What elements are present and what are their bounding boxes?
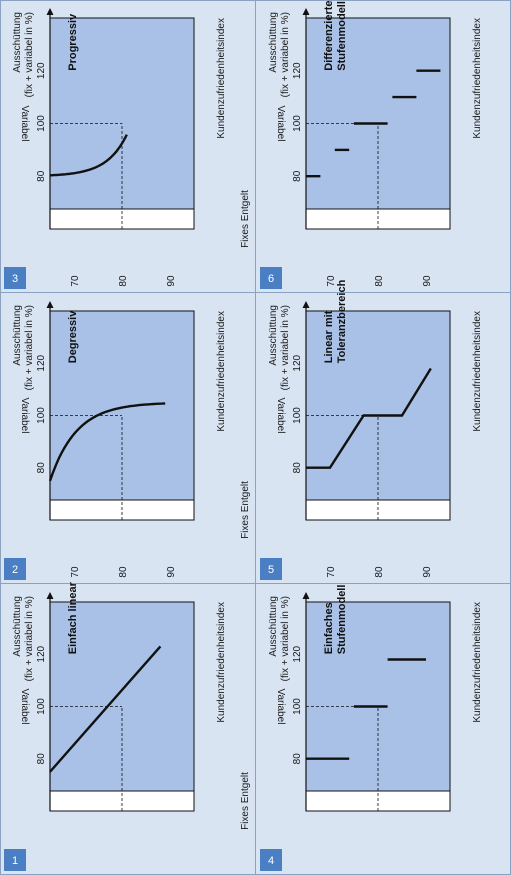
panel-1: Einfach linear80100120VariabelFixes Entg… bbox=[4, 566, 227, 871]
payout-axis-title: Ausschüttung bbox=[12, 305, 23, 366]
panel-2: Degressiv80100120VariabelFixes EntgeltAu… bbox=[4, 275, 227, 580]
index-tick-label: 70 bbox=[70, 566, 81, 578]
payout-axis-title: Ausschüttung bbox=[268, 12, 279, 73]
value-axis-arrow bbox=[302, 592, 310, 599]
panel-title: Einfaches bbox=[323, 602, 335, 654]
panel-number-box bbox=[4, 849, 26, 871]
variable-label: Variabel bbox=[19, 398, 30, 434]
value-axis-arrow bbox=[46, 301, 54, 308]
panel-5: Linear mit Toleranzbereich 80 100 120 Variabe… bbox=[240, 275, 483, 580]
index-axis-title: Kundenzufriedenheitsindex bbox=[216, 18, 227, 139]
panel-number-box bbox=[260, 849, 282, 871]
payout-axis-subtitle: (fix + variabel in %) bbox=[24, 596, 35, 681]
payout-curve bbox=[49, 645, 162, 773]
panel-number: 3 bbox=[12, 273, 18, 285]
variable-label: Variabel bbox=[19, 689, 30, 725]
panel-title: Toleranzbereich bbox=[336, 279, 348, 363]
value-tick-label: 100 bbox=[36, 407, 47, 424]
payout-axis-subtitle: (fix + variabel in %) bbox=[24, 12, 35, 97]
payout-axis-subtitle: (fix + variabel in %) bbox=[280, 305, 291, 390]
value-tick-label: 120 bbox=[36, 645, 47, 662]
value-tick-label: 80 bbox=[292, 462, 303, 474]
variable-label: Variabel bbox=[275, 106, 286, 142]
payout-axis-title: Ausschüttung bbox=[268, 305, 279, 366]
panel-number: 2 bbox=[12, 564, 18, 576]
panel-3: Progressiv80100120VariabelFixes EntgeltA… bbox=[4, 8, 227, 289]
payout-curve bbox=[306, 367, 432, 469]
value-tick-label: 100 bbox=[292, 115, 303, 132]
value-tick-label: 80 bbox=[36, 170, 47, 182]
panel-title: Differenziertes bbox=[323, 0, 335, 71]
payout-curve bbox=[50, 134, 128, 177]
value-axis-arrow bbox=[302, 301, 310, 308]
value-tick-label: 80 bbox=[36, 462, 47, 474]
index-tick-label: 90 bbox=[166, 566, 177, 578]
index-tick-label: 70 bbox=[326, 566, 337, 578]
panel-number-box bbox=[4, 267, 26, 289]
index-tick-label: 80 bbox=[374, 275, 385, 287]
value-tick-label: 120 bbox=[36, 62, 47, 79]
panel-number: 4 bbox=[268, 855, 274, 867]
value-tick-label: 120 bbox=[292, 62, 303, 79]
value-axis-arrow bbox=[46, 8, 54, 15]
fixed-pay-label: Fixes Entgelt bbox=[240, 772, 251, 830]
panel-number-box bbox=[260, 267, 282, 289]
value-tick-label: 80 bbox=[292, 753, 303, 765]
value-tick-label: 120 bbox=[292, 645, 303, 662]
index-tick-label: 80 bbox=[118, 566, 129, 578]
payout-axis-title: Ausschüttung bbox=[12, 12, 23, 73]
index-axis-title: Kundenzufriedenheitsindex bbox=[472, 18, 483, 139]
payout-axis-title: Ausschüttung bbox=[12, 596, 23, 657]
panel-title: Degressiv bbox=[67, 310, 79, 363]
panel-6: Differenziertes Stufenmodell 80 100 120 Varia… bbox=[240, 0, 483, 289]
payout-curve bbox=[48, 402, 166, 482]
fixed-pay-label: Fixes Entgelt bbox=[240, 481, 251, 539]
variable-label: Variabel bbox=[275, 689, 286, 725]
panel-title: Linear mit bbox=[323, 310, 335, 363]
fixed-pay-label: Fixes Entgelt bbox=[240, 190, 251, 248]
index-tick-label: 70 bbox=[326, 275, 337, 287]
panel-title: Stufenmodell bbox=[336, 1, 348, 71]
value-tick-label: 120 bbox=[292, 354, 303, 371]
value-tick-label: 100 bbox=[292, 407, 303, 424]
panel-number-box bbox=[4, 558, 26, 580]
panel-4: Einfaches Stufenmodell 80 100 120 Variabel Fix… bbox=[240, 566, 483, 871]
index-axis-title: Kundenzufriedenheitsindex bbox=[472, 602, 483, 723]
index-tick-label: 90 bbox=[422, 275, 433, 287]
index-tick-label: 90 bbox=[166, 275, 177, 287]
index-tick-label: 70 bbox=[70, 275, 81, 287]
index-axis-title: Kundenzufriedenheitsindex bbox=[216, 311, 227, 432]
value-tick-label: 100 bbox=[36, 698, 47, 715]
payout-axis-subtitle: (fix + variabel in %) bbox=[24, 305, 35, 390]
value-axis-arrow bbox=[46, 592, 54, 599]
payout-axis-subtitle: (fix + variabel in %) bbox=[280, 12, 291, 97]
value-tick-label: 120 bbox=[36, 354, 47, 371]
payout-axis-subtitle: (fix + variabel in %) bbox=[280, 596, 291, 681]
payout-axis-title: Ausschüttung bbox=[268, 596, 279, 657]
value-tick-label: 100 bbox=[36, 115, 47, 132]
value-axis-arrow bbox=[302, 8, 310, 15]
variable-label: Variabel bbox=[275, 398, 286, 434]
panel-number: 5 bbox=[268, 564, 274, 576]
panel-number-box bbox=[260, 558, 282, 580]
value-tick-label: 100 bbox=[292, 698, 303, 715]
index-axis-title: Kundenzufriedenheitsindex bbox=[472, 311, 483, 432]
index-tick-label: 80 bbox=[374, 566, 385, 578]
index-axis-title: Kundenzufriedenheitsindex bbox=[216, 602, 227, 723]
variable-label: Variabel bbox=[19, 106, 30, 142]
panel-title: Progressiv bbox=[67, 13, 79, 71]
value-tick-label: 80 bbox=[292, 170, 303, 182]
panel-title: Stufenmodell bbox=[336, 585, 348, 655]
panel-number: 1 bbox=[12, 855, 18, 867]
value-tick-label: 80 bbox=[36, 753, 47, 765]
index-tick-label: 80 bbox=[118, 275, 129, 287]
index-tick-label: 90 bbox=[422, 566, 433, 578]
panel-number: 6 bbox=[268, 273, 274, 285]
panel-title: Einfach linear bbox=[67, 581, 79, 654]
